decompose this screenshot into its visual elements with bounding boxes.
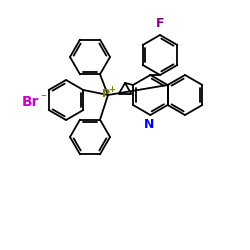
Text: N: N — [144, 118, 154, 131]
Text: F: F — [156, 17, 164, 30]
Text: Br: Br — [22, 95, 40, 109]
Text: +: + — [108, 86, 116, 94]
Text: P: P — [102, 89, 110, 99]
Text: ⁻: ⁻ — [40, 93, 46, 103]
